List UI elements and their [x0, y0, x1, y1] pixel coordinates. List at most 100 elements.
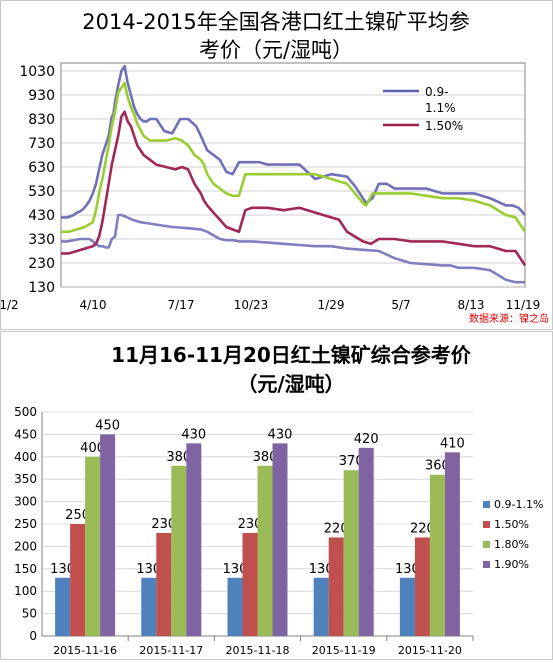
bar-value-label: 130 [136, 562, 161, 577]
legend-label: 1.1% [425, 101, 456, 115]
x-category-label: 2015-11-19 [312, 644, 376, 657]
bar-value-label: 420 [354, 432, 379, 447]
bar-value-label: 430 [181, 427, 206, 442]
y-tick-label: 100 [14, 584, 37, 598]
bar-value-label: 450 [95, 418, 120, 433]
bar [429, 474, 445, 636]
bar [85, 456, 101, 636]
bar [186, 443, 202, 636]
legend-swatch [483, 541, 490, 548]
x-category-label: 2015-11-16 [53, 644, 117, 657]
bar-value-label: 410 [440, 436, 465, 451]
x-tick-label: 1/2 [1, 298, 19, 312]
legend-swatch [483, 501, 490, 508]
bar [444, 452, 460, 636]
y-tick-label: 0 [29, 629, 37, 643]
y-tick-label: 350 [14, 472, 37, 486]
x-tick-label: 1/29 [318, 298, 345, 312]
bar [358, 447, 374, 636]
bar-value-label: 380 [253, 450, 278, 465]
bar [313, 577, 329, 636]
bar-value-label: 380 [166, 450, 191, 465]
y-tick-label: 630 [28, 160, 55, 176]
x-tick-label: 11/19 [506, 298, 541, 312]
y-tick-label: 500 [14, 405, 37, 419]
source-note: 数据来源：镍之岛 [469, 312, 549, 325]
x-category-label: 2015-11-18 [226, 644, 290, 657]
bar-value-label: 220 [324, 521, 349, 536]
x-tick-label: 4/10 [80, 298, 107, 312]
price-trend-chart: 2014-2015年全国各港口红土镍矿平均参 考价（元/湿吨） 1030 930 8… [0, 0, 553, 330]
legend-swatch [483, 521, 490, 528]
weekly-price-plot-area: 5004504003503002502001501005001302504004… [14, 405, 543, 657]
weekly-price-title-line2: （元/湿吨） [237, 372, 344, 396]
legend-label: 1.50% [494, 518, 529, 531]
series-line [61, 213, 525, 284]
bar [227, 577, 243, 636]
bar-value-label: 130 [50, 562, 75, 577]
price-trend-svg: 2014-2015年全国各港口红土镍矿平均参 考价（元/湿吨） 1030 930 8… [0, 10, 549, 325]
weekly-price-title-line1: 11月16-11月20日红土镍矿综合参考价 [111, 343, 472, 367]
y-tick-label: 400 [14, 450, 37, 464]
y-tick-label: 830 [28, 112, 55, 128]
bar-value-label: 430 [268, 427, 293, 442]
bar-value-label: 130 [309, 562, 334, 577]
bar [242, 532, 258, 636]
y-tick-label: 530 [28, 184, 55, 200]
y-tick-label: 130 [28, 280, 55, 296]
x-category-label: 2015-11-17 [139, 644, 203, 657]
series-line [61, 81, 527, 234]
bar-value-label: 220 [410, 521, 435, 536]
bar-value-label: 360 [425, 459, 450, 474]
bar-value-label: 130 [223, 562, 248, 577]
weekly-price-svg: 11月16-11月20日红土镍矿综合参考价 （元/湿吨） 50045040035… [14, 343, 543, 657]
bar [414, 537, 430, 636]
x-tick-label: 5/7 [391, 298, 410, 312]
y-tick-label: 930 [28, 88, 55, 104]
y-tick-label: 450 [14, 427, 37, 441]
y-tick-label: 230 [28, 256, 55, 272]
bar [399, 577, 415, 636]
legend-label: 1.90% [494, 558, 529, 571]
bar [171, 465, 187, 636]
bar-value-label: 230 [151, 517, 176, 532]
legend-label: 1.80% [494, 538, 529, 551]
bar-value-label: 370 [339, 454, 364, 469]
bar [156, 532, 172, 636]
bar-value-label: 130 [395, 562, 420, 577]
legend-swatch [483, 561, 490, 568]
x-tick-label: 10/23 [234, 298, 269, 312]
bar-value-label: 400 [80, 441, 105, 456]
series-line [61, 64, 526, 219]
x-tick-label: 8/13 [458, 298, 485, 312]
bar-value-label: 230 [238, 517, 263, 532]
y-tick-label: 200 [14, 539, 37, 553]
y-tick-label: 300 [14, 495, 37, 509]
bar [100, 434, 116, 636]
bar-value-label: 250 [65, 508, 90, 523]
weekly-price-chart: 11月16-11月20日红土镍矿综合参考价 （元/湿吨） 500 450 400 35… [0, 331, 553, 660]
bar [257, 465, 273, 636]
legend-label: 1.50% [425, 119, 463, 133]
x-tick-label: 7/17 [168, 298, 195, 312]
y-tick-label: 330 [28, 232, 55, 248]
legend-label: 0.9- [425, 85, 448, 99]
y-tick-label: 1030 [19, 64, 55, 80]
price-trend-title-line2: 考价（元/湿吨） [199, 38, 353, 62]
bar [55, 577, 71, 636]
y-tick-label: 50 [22, 607, 37, 621]
bar [70, 524, 86, 636]
bar [343, 470, 359, 636]
y-tick-label: 150 [14, 562, 37, 576]
bar [272, 443, 288, 636]
bar [328, 537, 344, 636]
price-trend-title-line1: 2014-2015年全国各港口红土镍矿平均参 [82, 10, 469, 34]
bar [141, 577, 157, 636]
y-tick-label: 250 [14, 517, 37, 531]
y-tick-label: 730 [28, 136, 55, 152]
legend-label: 0.9-1.1% [494, 498, 543, 511]
price-trend-plot-area: 1030 930 830 730 630 530 430 330 230 130 1/2 4/10 7/… [0, 62, 541, 312]
x-category-label: 2015-11-20 [398, 644, 462, 657]
series-line [61, 110, 527, 267]
legend: 0.9- 1.1% 1.50% [383, 85, 463, 133]
